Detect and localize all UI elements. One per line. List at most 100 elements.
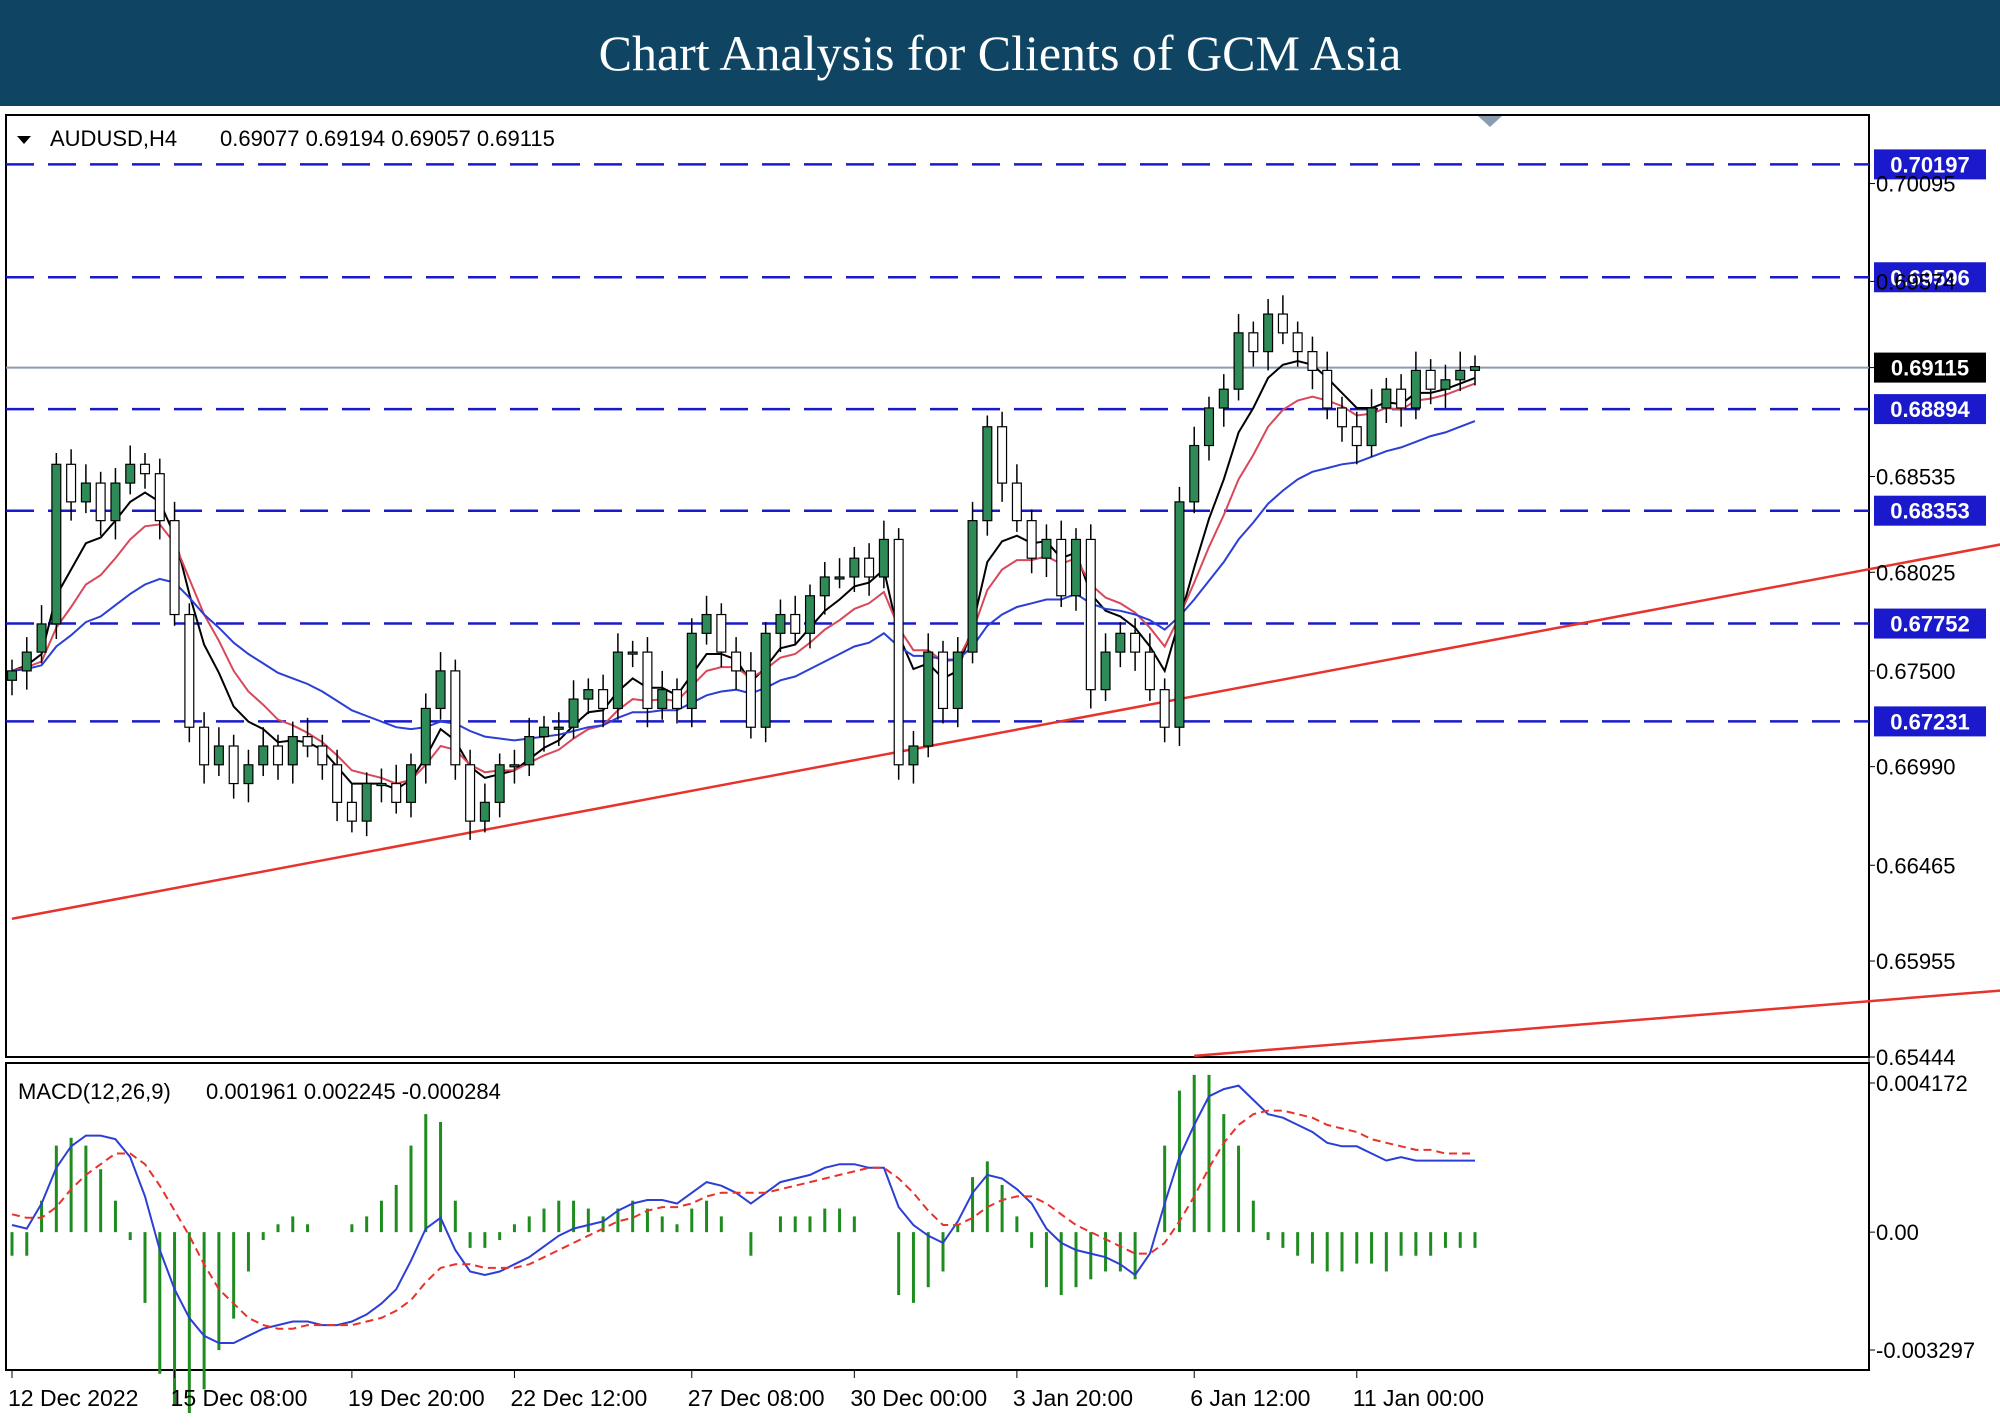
candle-body — [716, 613, 727, 653]
macd-y-tick-label: 0.00 — [1876, 1220, 1919, 1245]
banner: Chart Analysis for Clients of GCM Asia — [0, 0, 2000, 106]
x-tick-label: 15 Dec 08:00 — [171, 1385, 308, 1411]
candle-body — [1218, 388, 1229, 409]
level-tag-label: 0.67752 — [1890, 612, 1970, 637]
level-tag-label: 0.68894 — [1890, 397, 1970, 422]
candle-body — [1159, 689, 1170, 728]
candle-body — [893, 538, 904, 766]
candle-body — [1189, 444, 1200, 503]
y-tick-label: 0.70095 — [1876, 172, 1956, 197]
candle-body — [1277, 313, 1288, 334]
candle-body — [834, 576, 845, 580]
level-tag-label: 0.70197 — [1890, 152, 1970, 177]
candle-body — [627, 651, 638, 655]
candle-body — [332, 764, 343, 803]
moving-average-line — [11, 420, 1476, 742]
candle-body — [80, 482, 91, 503]
macd-y-tick-label: -0.003297 — [1876, 1338, 1975, 1363]
moving-average-line — [11, 359, 1476, 791]
collapse-triangle-icon[interactable] — [17, 136, 31, 144]
candle-body — [937, 651, 949, 710]
axis-layer: 0.70197 0.69596 0.68894 0.68353 0.67752 0.672… — [8, 149, 1986, 1411]
candle-body — [154, 473, 165, 522]
candle-body — [213, 745, 224, 766]
x-tick-label: 19 Dec 20:00 — [348, 1385, 485, 1411]
level-tag-label: 0.69596 — [1890, 265, 1970, 290]
candle-body — [952, 651, 963, 710]
candle-body — [1174, 501, 1185, 728]
y-tick-label: 0.68025 — [1876, 560, 1956, 585]
banner-title: Chart Analysis for Clients of GCM Asia — [598, 25, 1402, 81]
x-tick-label: 11 Jan 00:00 — [1353, 1385, 1484, 1411]
candle-body — [1336, 407, 1348, 428]
candle-body — [849, 557, 860, 578]
candle-body — [583, 689, 594, 700]
candle-body — [1041, 538, 1052, 559]
level-tag — [1874, 495, 1986, 526]
candle-body — [450, 670, 461, 766]
candle-body — [51, 463, 62, 625]
y-tick-label: 0.66465 — [1876, 853, 1956, 878]
macd-y-tick-label: 0.004172 — [1876, 1071, 1968, 1096]
candle-body — [1425, 369, 1436, 390]
candle-body — [243, 764, 254, 785]
macd-signal-line — [11, 1109, 1475, 1330]
level-tag — [1874, 394, 1986, 425]
macd-line — [11, 1084, 1475, 1344]
y-tick-label: 0.67500 — [1876, 659, 1956, 684]
current-price-tag-label: 0.69115 — [1891, 356, 1969, 381]
candle-body — [36, 623, 47, 653]
candle-body — [258, 745, 269, 766]
candle-body — [420, 707, 431, 766]
x-tick-label: 30 Dec 00:00 — [850, 1385, 987, 1411]
candle-body — [997, 426, 1008, 484]
candle-body — [405, 764, 417, 803]
candle-body — [391, 782, 402, 803]
candle-body — [568, 698, 579, 728]
candle-body — [657, 689, 668, 710]
candle-body — [465, 764, 476, 822]
candle-body — [509, 764, 520, 768]
candle-body — [1292, 332, 1303, 353]
candle-body — [1455, 369, 1466, 381]
x-tick-label: 12 Dec 2022 — [8, 1385, 138, 1411]
candle-body — [199, 726, 210, 766]
candle-body — [804, 595, 816, 634]
candle-body — [701, 613, 712, 634]
candle-body — [1144, 651, 1155, 691]
trendline[interactable] — [11, 474, 2000, 921]
candle-body — [1263, 313, 1274, 353]
candle-body — [1469, 366, 1481, 372]
level-tag — [1874, 608, 1986, 639]
x-tick-label: 6 Jan 12:00 — [1190, 1385, 1310, 1411]
price-layer — [6, 163, 2000, 1058]
candle-body — [139, 463, 151, 475]
candle-body — [494, 764, 505, 803]
candle-body — [775, 613, 786, 634]
candle-body — [671, 689, 683, 710]
level-tag-label: 0.67231 — [1890, 709, 1970, 734]
level-tag — [1874, 262, 1986, 293]
candle-body — [598, 689, 609, 710]
price-header-ohlc: 0.69077 0.69194 0.69057 0.69115 — [220, 126, 555, 151]
current-price-tag — [1874, 352, 1986, 383]
candle-body — [878, 538, 889, 578]
x-tick-label: 27 Dec 08:00 — [688, 1385, 825, 1411]
candle-body — [760, 632, 771, 728]
candle-body — [21, 651, 32, 672]
x-tick-label: 22 Dec 12:00 — [510, 1385, 647, 1411]
y-tick-label: 0.68535 — [1876, 465, 1956, 490]
trendline[interactable] — [1194, 960, 2000, 1058]
candle-body — [1115, 632, 1126, 653]
macd-header-values: 0.001961 0.002245 -0.000284 — [206, 1079, 501, 1104]
price-header-symbol: AUDUSD,H4 — [50, 126, 177, 151]
candle-body — [287, 736, 298, 766]
shift-marker-icon — [1478, 116, 1502, 127]
moving-average-line — [11, 382, 1476, 785]
candle-body — [524, 736, 535, 766]
candle-body — [745, 670, 756, 728]
candle-body — [184, 613, 195, 728]
candle-body — [95, 482, 106, 522]
candle-body — [642, 651, 653, 710]
